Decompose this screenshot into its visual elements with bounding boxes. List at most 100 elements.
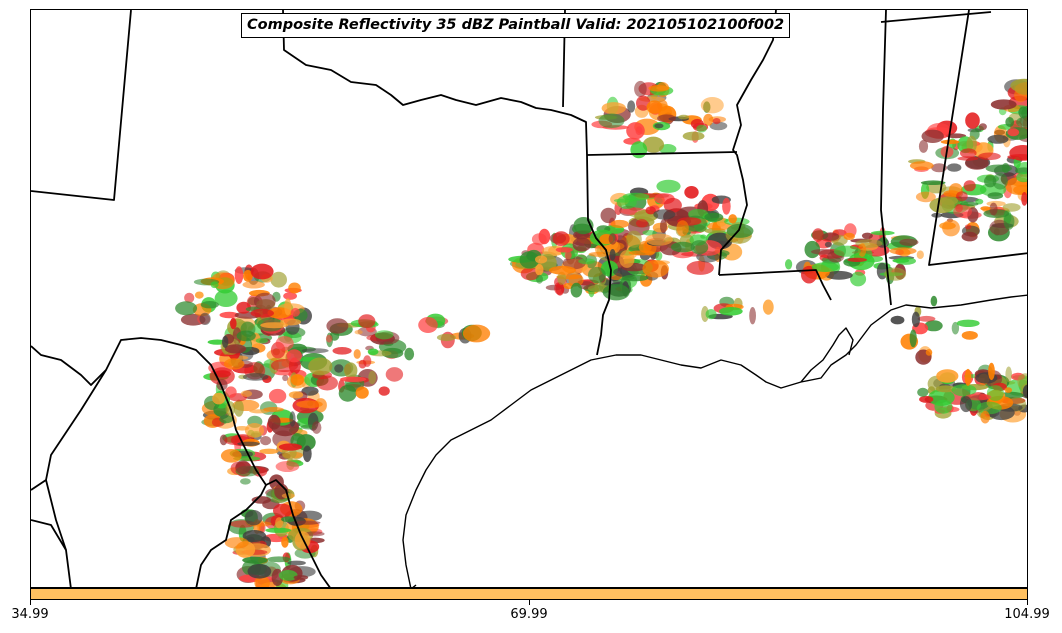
reflectivity-blob bbox=[242, 556, 268, 564]
reflectivity-blob bbox=[280, 318, 302, 326]
reflectivity-blob bbox=[957, 156, 979, 161]
reflectivity-blob bbox=[601, 102, 626, 115]
reflectivity-blob bbox=[230, 317, 237, 330]
reflectivity-blob bbox=[915, 191, 936, 203]
reflectivity-blob bbox=[250, 308, 274, 318]
reflectivity-blob bbox=[988, 362, 995, 381]
reflectivity-blob bbox=[630, 141, 648, 159]
colorbar-tick-2 bbox=[1027, 600, 1028, 605]
reflectivity-blob bbox=[909, 329, 917, 348]
reflectivity-blob bbox=[281, 516, 296, 523]
reflectivity-blob bbox=[237, 441, 261, 446]
colorbar-tick-label-0: 34.99 bbox=[11, 607, 49, 622]
reflectivity-blob bbox=[288, 282, 301, 294]
reflectivity-blob bbox=[684, 186, 699, 199]
reflectivity-blob bbox=[598, 113, 625, 129]
reflectivity-blob bbox=[642, 136, 665, 153]
boundary-ms-al bbox=[880, 10, 892, 306]
reflectivity-blob bbox=[956, 191, 968, 202]
reflectivity-blob bbox=[703, 113, 714, 126]
reflectivity-blob bbox=[929, 197, 955, 214]
reflectivity-blob bbox=[290, 307, 300, 317]
reflectivity-blob bbox=[909, 161, 934, 171]
reflectivity-blob bbox=[920, 180, 946, 185]
reflectivity-blob bbox=[219, 311, 239, 319]
reflectivity-blob bbox=[858, 243, 867, 257]
reflectivity-blob bbox=[660, 219, 667, 234]
reflectivity-blob bbox=[266, 556, 291, 563]
reflectivity-blob bbox=[275, 336, 294, 351]
reflectivity-blob bbox=[353, 349, 361, 359]
reflectivity-blob bbox=[275, 517, 284, 529]
map-canvas bbox=[31, 10, 1028, 587]
reflectivity-blob bbox=[531, 233, 547, 246]
reflectivity-blob bbox=[301, 348, 329, 354]
boundary-tn-north bbox=[880, 11, 992, 23]
colorbar-tick-label-1: 69.99 bbox=[510, 607, 548, 622]
reflectivity-blob bbox=[701, 306, 709, 322]
reflectivity-blob bbox=[290, 374, 305, 386]
reflectivity-blob bbox=[626, 230, 642, 248]
reflectivity-blob bbox=[302, 445, 312, 463]
reflectivity-blob bbox=[917, 315, 936, 322]
reflectivity-blob bbox=[936, 369, 959, 383]
reflectivity-blob bbox=[268, 388, 287, 404]
reflectivity-blob bbox=[1018, 106, 1027, 119]
reflectivity-blob bbox=[270, 359, 299, 372]
reflectivity-blob bbox=[289, 411, 296, 427]
reflectivity-blob bbox=[980, 410, 990, 424]
reflectivity-blob bbox=[628, 250, 655, 256]
reflectivity-blob bbox=[223, 358, 245, 370]
reflectivity-blob bbox=[634, 80, 647, 98]
colorbar-tick-0 bbox=[30, 600, 31, 605]
reflectivity-blob bbox=[627, 100, 636, 113]
reflectivity-blob bbox=[1020, 173, 1027, 179]
reflectivity-blob bbox=[976, 401, 1002, 415]
reflectivity-blob bbox=[1016, 116, 1027, 129]
reflectivity-blob bbox=[555, 247, 573, 253]
reflectivity-blob bbox=[600, 207, 617, 224]
reflectivity-blob bbox=[283, 292, 297, 300]
reflectivity-blob bbox=[536, 274, 543, 284]
boundary-mexico-internal-1 bbox=[31, 369, 107, 491]
reflectivity-blob bbox=[919, 395, 934, 403]
reflectivity-blob bbox=[282, 374, 289, 382]
reflectivity-blob bbox=[850, 271, 867, 287]
reflectivity-blob bbox=[610, 219, 629, 229]
reflectivity-blob bbox=[519, 251, 540, 269]
coastline-delta bbox=[800, 327, 854, 383]
reflectivity-blob bbox=[404, 347, 415, 361]
reflectivity-blob bbox=[253, 292, 276, 310]
reflectivity-blob bbox=[344, 362, 358, 379]
reflectivity-blob bbox=[244, 510, 263, 526]
reflectivity-blob bbox=[287, 560, 306, 566]
reflectivity-blob bbox=[234, 266, 244, 284]
reflectivity-blob bbox=[247, 564, 272, 579]
colorbar-tick-1 bbox=[529, 600, 530, 605]
reflectivity-blob bbox=[219, 434, 228, 446]
reflectivity-blob bbox=[602, 284, 630, 301]
reflectivity-blob bbox=[418, 317, 438, 333]
reflectivity-blob bbox=[924, 320, 943, 332]
reflectivity-blob bbox=[961, 231, 978, 242]
reflectivity-blob bbox=[340, 376, 367, 382]
boundary-al-ga bbox=[928, 10, 1027, 266]
reflectivity-blob bbox=[960, 148, 977, 158]
reflectivity-blob bbox=[293, 575, 309, 580]
reflectivity-blob bbox=[385, 367, 404, 382]
reflectivity-blob bbox=[1027, 89, 1028, 95]
reflectivity-blob bbox=[286, 349, 302, 363]
reflectivity-blob bbox=[358, 359, 367, 369]
colorbar-tick-label-2: 104.99 bbox=[1004, 607, 1050, 622]
reflectivity-blob bbox=[966, 135, 977, 153]
reflectivity-blob bbox=[709, 121, 728, 131]
reflectivity-blob bbox=[260, 322, 289, 329]
reflectivity-blob bbox=[657, 114, 677, 123]
reflectivity-blob bbox=[270, 271, 287, 288]
reflectivity-blob bbox=[963, 180, 976, 192]
reflectivity-blob bbox=[1005, 117, 1015, 127]
reflectivity-blob bbox=[214, 289, 238, 307]
reflectivity-blob bbox=[378, 386, 390, 396]
reflectivity-blob bbox=[1007, 128, 1020, 137]
coastline-mexico bbox=[412, 584, 417, 587]
